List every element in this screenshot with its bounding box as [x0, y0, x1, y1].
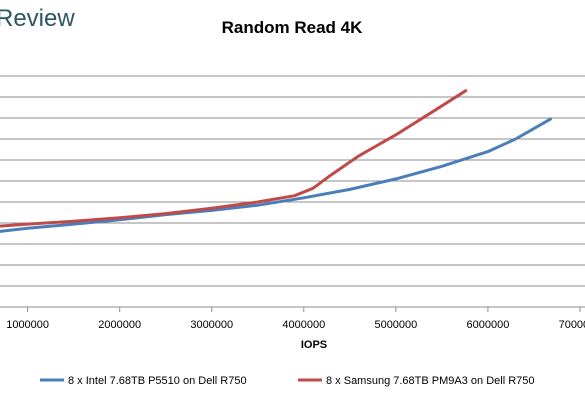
x-axis-ticks: 1000000 2000000 3000000 4000000 5000000 60000… — [6, 307, 585, 331]
series-line-2 — [0, 89, 468, 228]
series-line-1 — [0, 117, 552, 233]
gridlines — [0, 75, 585, 308]
legend-label-2: 8 x Samsung 7.68TB PM9A3 on Dell R750 — [326, 375, 535, 387]
x-tick-label: 2000000 — [98, 319, 141, 331]
chart-title: Random Read 4K — [222, 18, 363, 37]
x-tick-label: 4000000 — [282, 319, 325, 331]
legend-label-1: 8 x Intel 7.68TB P5510 on Dell R750 — [68, 375, 247, 387]
brand-logo-text: Review — [0, 5, 75, 32]
legend: 8 x Intel 7.68TB P5510 on Dell R750 8 x S… — [40, 375, 535, 387]
x-tick-label: 5000000 — [374, 319, 417, 331]
x-axis-label: IOPS — [301, 339, 327, 351]
series-lines — [0, 89, 552, 233]
x-tick-label: 1000000 — [6, 319, 49, 331]
x-tick-label: 3000000 — [190, 319, 233, 331]
x-tick-label: 7000000 — [559, 319, 585, 331]
x-tick-label: 6000000 — [467, 319, 510, 331]
